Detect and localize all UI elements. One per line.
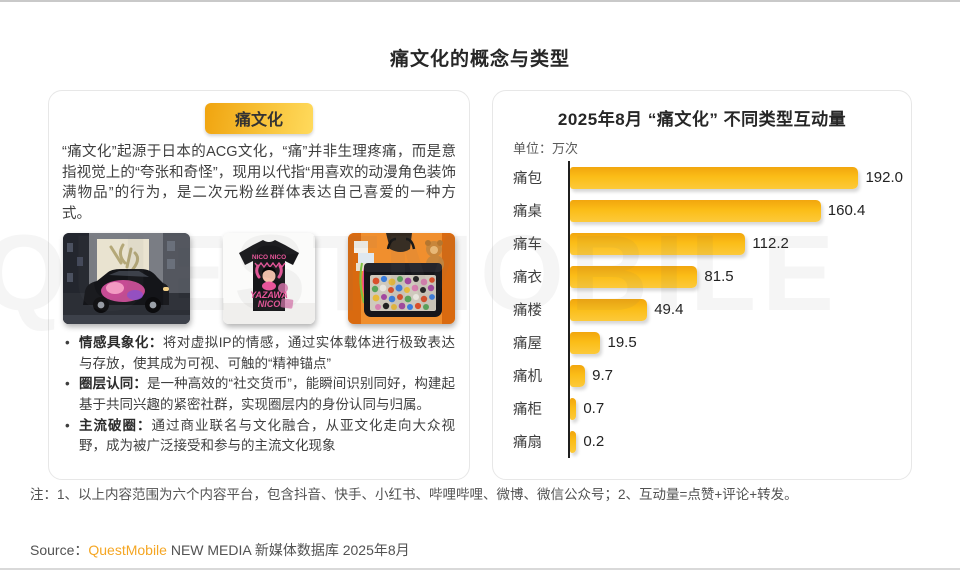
bullet-circle-identity: 圈层认同：是一种高效的“社交货币”，能瞬间识别同好，构建起基于共同兴趣的紧密社群… — [65, 374, 455, 415]
bar — [570, 199, 821, 222]
bar-track: 0.2 — [568, 425, 903, 458]
bar-category-label: 痛屋 — [513, 336, 542, 352]
bar-track: 160.4 — [568, 194, 903, 227]
bar-chart: 痛包 192.0 痛桌 160.4 痛车 112.2 痛衣 81.5 — [513, 161, 903, 458]
tshirt-print-bottom-text1: YAZAWA — [250, 290, 288, 300]
chart-row: 痛衣 81.5 — [513, 260, 903, 293]
bar — [570, 265, 698, 288]
bullet-mainstream-text: 通过商业联名与文化融合，从亚文化走向大众视野，成为被广泛接受和参与的主流文化现象 — [79, 417, 455, 454]
bar-value-label: 192.0 — [865, 169, 903, 186]
bar — [570, 232, 746, 255]
pain-culture-badge: 痛文化 — [204, 103, 313, 134]
tshirt-print-top-text: NICO NICO — [252, 254, 286, 261]
source-prefix: Source： — [30, 542, 89, 558]
bar-category-label: 痛车 — [513, 237, 542, 253]
bar — [570, 298, 648, 321]
ita-bag-photo — [348, 232, 455, 324]
bar-category-label: 痛楼 — [513, 303, 542, 319]
page-title: 痛文化的概念与类型 — [389, 49, 570, 70]
bar-value-label: 9.7 — [592, 367, 614, 384]
bullet-circle-identity-text: 是一种高效的“社交货币”，能瞬间识别同好，构建起基于共同兴趣的紧密社群，实现圈层… — [79, 376, 455, 412]
chart-row: 痛包 192.0 — [513, 161, 903, 194]
chart-row: 痛楼 49.4 — [513, 293, 903, 326]
bar-track: 192.0 — [568, 161, 903, 194]
bar-category-label: 痛桌 — [513, 204, 542, 220]
chart-unit-label: 单位：万次 — [513, 141, 579, 156]
source-line: Source：QuestMobile NEW MEDIA 新媒体数据库 2025… — [30, 540, 410, 560]
chart-row: 痛桌 160.4 — [513, 194, 903, 227]
chart-row: 痛车 112.2 — [513, 227, 903, 260]
tshirt-print-bottom-text2: NICO — [258, 299, 281, 309]
bar-track: 19.5 — [568, 326, 903, 359]
concept-panel: 痛文化 “痛文化”起源于日本的ACG文化，“痛”并非生理疼痛，而是意指视觉上的“… — [48, 90, 470, 480]
bar — [570, 166, 859, 189]
bar — [570, 364, 586, 387]
bullet-emotion: 情感具象化：将对虚拟IP的情感，通过实体载体进行极致表达与存放，使其成为可视、可… — [65, 333, 455, 374]
bar-track: 112.2 — [568, 227, 903, 260]
bar-track: 49.4 — [568, 293, 903, 326]
bullet-mainstream-head: 主流破圈： — [79, 417, 152, 433]
bar-category-label: 痛扇 — [513, 435, 542, 451]
chart-row: 痛机 9.7 — [513, 359, 903, 392]
bar-category-label: 痛衣 — [513, 270, 542, 286]
bar-value-label: 49.4 — [654, 301, 684, 318]
itasha-car-photo — [63, 232, 190, 324]
bar-value-label: 112.2 — [752, 235, 789, 252]
bar-track: 0.7 — [568, 392, 903, 425]
source-brand: QuestMobile — [88, 542, 167, 558]
bar-value-label: 160.4 — [827, 202, 866, 219]
bar — [570, 430, 577, 453]
bar-value-label: 0.2 — [583, 433, 605, 450]
bar-track: 81.5 — [568, 260, 903, 293]
example-photos-row: NICO NICO YAZAWA NICO — [63, 232, 455, 324]
bullet-emotion-head: 情感具象化： — [79, 334, 163, 350]
bullet-circle-identity-head: 圈层认同： — [79, 376, 147, 392]
itasha-car-illustration — [63, 232, 190, 324]
chart-row: 痛屋 19.5 — [513, 326, 903, 359]
bar — [570, 331, 601, 354]
bar-track: 9.7 — [568, 359, 903, 392]
bar-category-label: 痛包 — [513, 171, 542, 187]
bar-value-label: 81.5 — [704, 268, 734, 285]
bar-category-label: 痛机 — [513, 369, 542, 385]
chart-row: 痛扇 0.2 — [513, 425, 903, 458]
footnote: 注：1、以上内容范围为六个内容平台，包含抖音、快手、小红书、哔哩哔哩、微博、微信… — [30, 487, 798, 502]
ita-bag-illustration — [348, 232, 455, 324]
bar-category-label: 痛柜 — [513, 402, 542, 418]
bar-value-label: 19.5 — [607, 334, 637, 351]
bullet-mainstream: 主流破圈：通过商业联名与文化融合，从亚文化走向大众视野，成为被广泛接受和参与的主… — [65, 416, 455, 457]
nico-tshirt-illustration: NICO NICO YAZAWA NICO — [223, 232, 315, 324]
chart-panel: 2025年8月 “痛文化” 不同类型互动量 单位：万次 痛包 192.0 痛桌 … — [492, 90, 912, 480]
chart-row: 痛柜 0.7 — [513, 392, 903, 425]
bullet-emotion-text: 将对虚拟IP的情感，通过实体载体进行极致表达与存放，使其成为可视、可触的“精神锚… — [79, 334, 455, 371]
bar — [570, 397, 577, 420]
chart-title: 2025年8月 “痛文化” 不同类型互动量 — [557, 110, 847, 129]
nico-tshirt-photo: NICO NICO YAZAWA NICO — [223, 232, 315, 324]
source-suffix: NEW MEDIA 新媒体数据库 2025年8月 — [166, 542, 410, 558]
bar-value-label: 0.7 — [583, 400, 605, 417]
concept-description: “痛文化”起源于日本的ACG文化，“痛”并非生理疼痛，而是意指视觉上的“夸张和奇… — [62, 144, 456, 223]
concept-bullet-list: 情感具象化：将对虚拟IP的情感，通过实体载体进行极致表达与存放，使其成为可视、可… — [65, 333, 455, 457]
